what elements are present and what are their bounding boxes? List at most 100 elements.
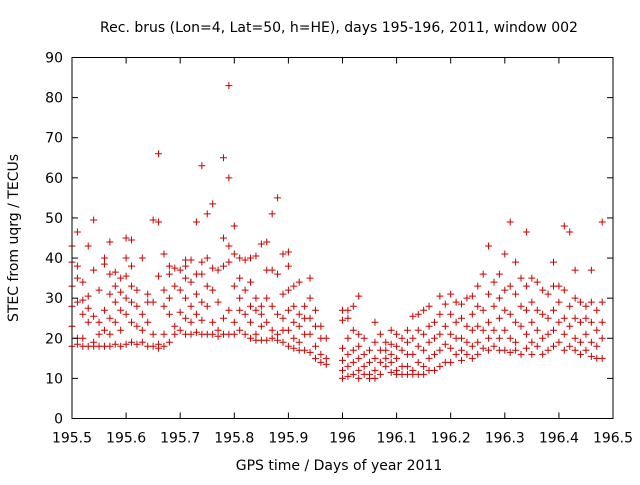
data-point: [182, 314, 190, 322]
data-point: [403, 326, 411, 334]
data-point: [398, 346, 406, 354]
data-point: [209, 330, 217, 338]
data-point: [90, 216, 98, 224]
data-point: [252, 330, 260, 338]
y-tick-label: 90: [45, 51, 63, 67]
data-point: [566, 302, 574, 310]
data-point: [263, 238, 271, 246]
data-point: [252, 252, 260, 260]
data-point: [182, 262, 190, 270]
data-point: [485, 318, 493, 326]
data-point: [106, 238, 114, 246]
data-points: [68, 82, 606, 382]
data-point: [322, 354, 330, 362]
data-point: [528, 318, 536, 326]
data-point: [284, 262, 292, 270]
data-point: [95, 318, 103, 326]
data-point: [463, 338, 471, 346]
data-point: [587, 266, 595, 274]
data-point: [144, 290, 152, 298]
data-point: [225, 82, 233, 90]
data-point: [555, 338, 563, 346]
data-point: [187, 278, 195, 286]
data-point: [198, 316, 206, 324]
data-point: [198, 298, 206, 306]
x-tick-label: 195.8: [214, 431, 254, 447]
data-point: [257, 302, 265, 310]
data-point: [111, 282, 119, 290]
data-point: [133, 340, 141, 348]
data-point: [284, 326, 292, 334]
data-point: [122, 340, 130, 348]
data-point: [360, 334, 368, 342]
data-point: [555, 282, 563, 290]
data-point: [344, 314, 352, 322]
data-point: [436, 330, 444, 338]
data-point: [311, 354, 319, 362]
data-point: [73, 274, 81, 282]
data-point: [479, 344, 487, 352]
data-point: [544, 346, 552, 354]
data-point: [257, 322, 265, 330]
data-point: [290, 302, 298, 310]
data-point: [544, 290, 552, 298]
data-point: [479, 306, 487, 314]
data-point: [128, 298, 136, 306]
data-point: [290, 334, 298, 342]
data-point: [495, 334, 503, 342]
data-point: [317, 322, 325, 330]
data-point: [376, 330, 384, 338]
chart-title: Rec. brus (Lon=4, Lat=50, h=HE), days 19…: [100, 20, 578, 36]
data-point: [409, 334, 417, 342]
data-point: [225, 174, 233, 182]
data-point: [587, 298, 595, 306]
data-point: [501, 250, 509, 258]
data-point: [441, 340, 449, 348]
data-point: [387, 326, 395, 334]
x-axis-ticks: 195.5 195.6 195.7 195.8 195.9 196 196.1 196.2 19…: [52, 57, 633, 447]
data-point: [382, 354, 390, 362]
data-point: [225, 258, 233, 266]
y-tick-label: 40: [45, 251, 63, 267]
data-point: [479, 326, 487, 334]
data-point: [495, 270, 503, 278]
data-point: [339, 366, 346, 374]
data-point: [247, 302, 255, 310]
data-point: [560, 222, 568, 230]
data-point: [274, 310, 282, 318]
data-point: [225, 306, 233, 314]
data-point: [111, 318, 119, 326]
data-point: [593, 326, 601, 334]
data-point: [495, 294, 503, 302]
data-point: [414, 326, 422, 334]
data-point: [79, 278, 87, 286]
data-point: [128, 338, 136, 346]
data-point: [560, 330, 568, 338]
data-point: [165, 294, 173, 302]
data-point: [230, 250, 238, 258]
data-point: [355, 292, 363, 300]
data-point: [452, 298, 460, 306]
data-point: [376, 370, 384, 378]
data-point: [355, 354, 363, 362]
data-point: [117, 274, 125, 282]
data-point: [117, 342, 125, 350]
data-point: [160, 342, 168, 350]
data-point: [257, 310, 265, 318]
data-point: [225, 242, 233, 250]
data-point: [268, 210, 276, 218]
data-point: [306, 294, 314, 302]
data-point: [73, 298, 81, 306]
data-point: [160, 250, 168, 258]
data-point: [290, 318, 298, 326]
data-point: [128, 236, 136, 244]
y-tick-label: 30: [45, 291, 63, 307]
data-point: [295, 278, 303, 286]
data-point: [274, 270, 282, 278]
data-point: [247, 254, 255, 262]
data-point: [79, 310, 87, 318]
data-point: [517, 322, 525, 330]
data-point: [468, 326, 476, 334]
data-point: [149, 298, 157, 306]
